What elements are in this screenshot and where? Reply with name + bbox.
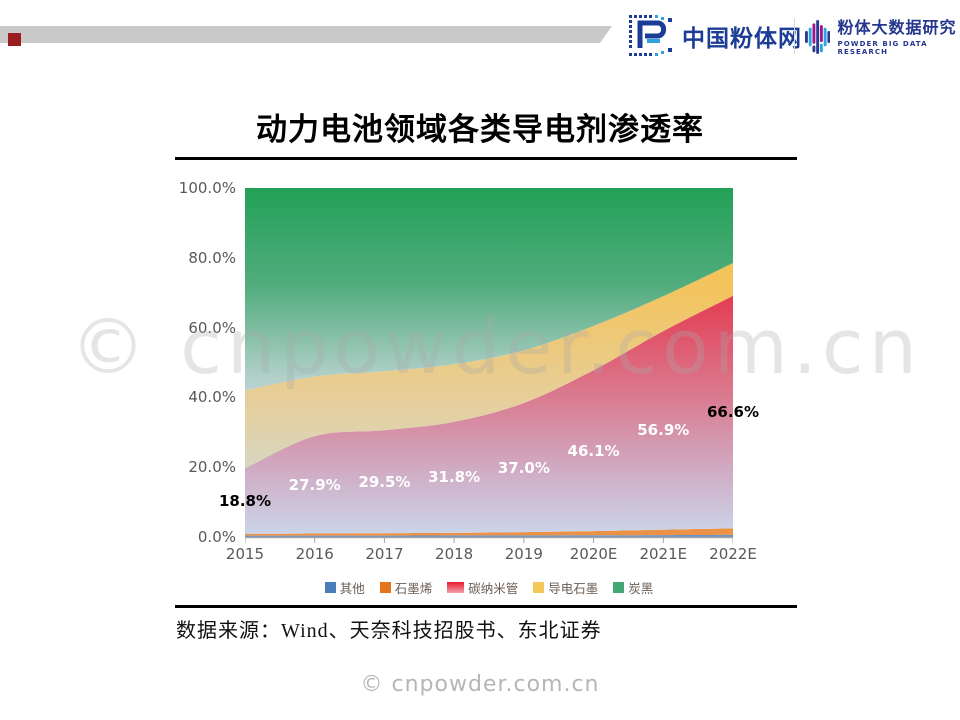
logo-divider — [794, 18, 795, 54]
area-其他 — [245, 534, 733, 537]
source-divider-line — [175, 605, 797, 608]
top-band-decoration — [0, 26, 612, 43]
cnpowder-logo: 中国粉体网 — [628, 14, 802, 58]
data-label-2019: 37.0% — [497, 458, 550, 477]
y-tick-label: 20.0% — [188, 458, 236, 477]
data-label-2021E: 56.9% — [637, 421, 690, 440]
data-label-2016: 27.9% — [288, 475, 341, 494]
penetration-chart: 100.0% 80.0% 60.0% 40.0% 20.0% 0.0% 2015 2016 2… — [178, 179, 760, 596]
y-tick-label: 100.0% — [178, 179, 236, 197]
legend-item-导电石墨: 导电石墨 — [533, 578, 598, 597]
header: 中国粉体网 粉体大数据研究 POWDER BIG DATA R — [600, 8, 960, 64]
x-tick-label: 2019 — [504, 545, 543, 563]
legend-label: 炭黑 — [628, 581, 654, 596]
bar-chart-logo-icon — [805, 20, 831, 54]
powder-bigdata-subtitle: POWDER BIG DATA RESEARCH — [837, 39, 928, 56]
legend-marker-icon — [533, 582, 545, 593]
data-label-2015: 18.8% — [218, 492, 272, 511]
legend-marker-icon — [613, 582, 625, 593]
legend-label: 碳纳米管 — [468, 581, 519, 596]
cnpowder-logo-text: 中国粉体网 — [682, 26, 802, 52]
area-碳纳米管 — [245, 295, 733, 534]
legend-item-石墨烯: 石墨烯 — [379, 578, 433, 597]
x-tick-label: 2018 — [435, 545, 474, 563]
legend-marker-icon — [379, 582, 391, 593]
area-石墨烯 — [245, 528, 733, 536]
y-tick-label: 0.0% — [197, 528, 236, 546]
title-underline — [175, 157, 797, 160]
cnpowder-logo-icon — [629, 15, 672, 56]
data-label-2018: 31.8% — [428, 468, 481, 487]
legend-item-炭黑: 炭黑 — [613, 578, 653, 597]
y-tick-label: 80.0% — [188, 248, 236, 267]
data-source-text: 数据来源：Wind、天奈科技招股书、东北证券 — [176, 620, 602, 642]
area-导电石墨 — [245, 263, 733, 469]
x-tick-label: 2015 — [225, 545, 265, 563]
stacked-area-plot — [245, 188, 733, 543]
red-square-decoration — [8, 33, 21, 46]
data-label-2022E: 66.6% — [706, 403, 760, 422]
legend-label: 导电石墨 — [548, 581, 599, 596]
chart-legend: 其他 石墨烯 碳纳米管 导电石墨 炭黑 — [245, 578, 733, 597]
legend-label: 其他 — [339, 581, 365, 596]
powder-bigdata-logo: 粉体大数据研究 POWDER BIG DATA RESEARCH — [805, 14, 960, 60]
footer-copyright: © cnpowder.com.cn — [360, 672, 600, 697]
x-tick-label: 2021E — [639, 545, 688, 563]
powder-bigdata-title: 粉体大数据研究 — [837, 18, 957, 38]
x-tick-label: 2017 — [365, 545, 404, 563]
page-title: 动力电池领域各类导电剂渗透率 — [256, 112, 704, 148]
x-tick-label: 2016 — [295, 545, 334, 563]
legend-label: 石墨烯 — [394, 581, 433, 596]
legend-marker-icon — [447, 582, 465, 593]
data-label-2020E: 46.1% — [567, 441, 620, 460]
y-tick-label: 60.0% — [188, 318, 236, 337]
y-tick-label: 40.0% — [188, 388, 236, 407]
data-label-2017: 29.5% — [358, 472, 411, 491]
legend-marker-icon — [324, 582, 336, 593]
legend-item-碳纳米管: 碳纳米管 — [447, 578, 518, 597]
legend-item-其他: 其他 — [324, 578, 365, 597]
area-炭黑 — [245, 188, 733, 391]
x-tick-label: 2022E — [709, 545, 757, 563]
x-tick-label: 2020E — [569, 545, 618, 563]
